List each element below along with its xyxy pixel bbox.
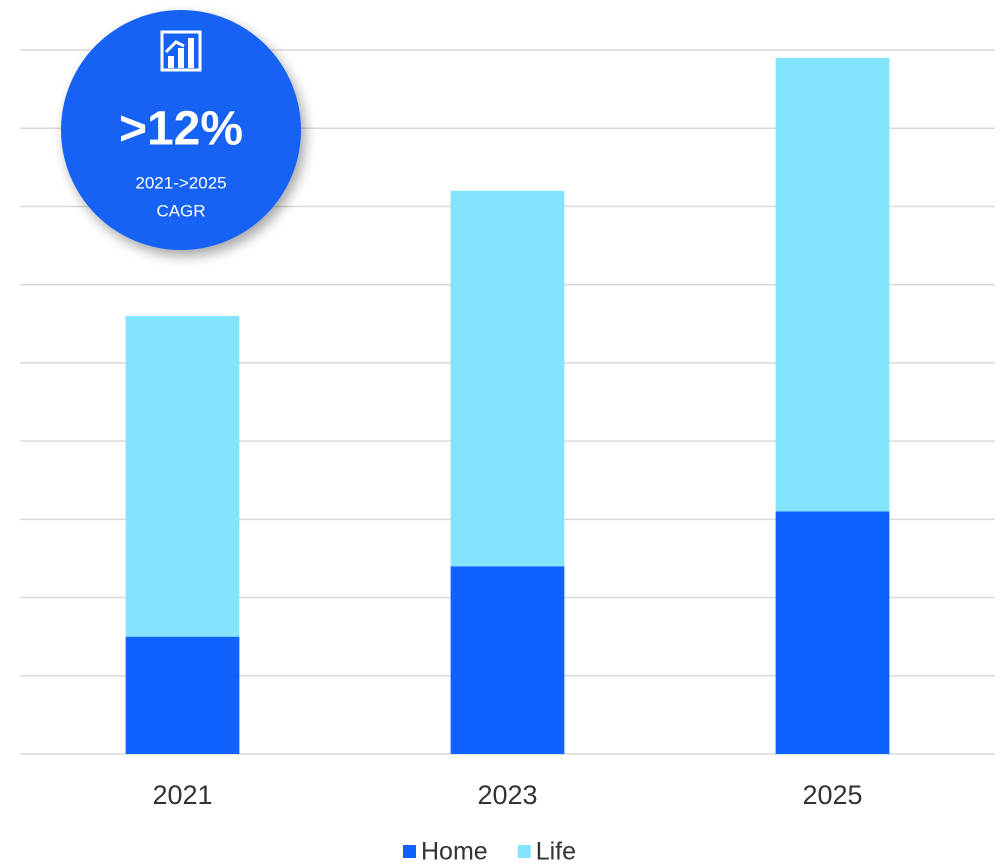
bar-segment [450, 566, 565, 754]
icon-trend [164, 40, 185, 54]
bar-segment [450, 190, 565, 567]
badge-headline: >12% [119, 103, 243, 156]
icon-bar [168, 56, 174, 68]
badge-period: 2021->2025 [135, 173, 226, 192]
legend-swatch [517, 845, 531, 858]
x-tick-label: 2025 [802, 780, 862, 810]
legend-label: Life [536, 838, 576, 866]
bar-segment [125, 315, 240, 637]
x-tick-label: 2021 [152, 780, 212, 810]
badge-metric: CAGR [156, 201, 205, 220]
legend-label: Home [421, 838, 488, 866]
bar-segment [775, 57, 890, 512]
icon-bar [178, 48, 184, 68]
x-tick-label: 2023 [477, 780, 537, 810]
cagr-badge: >12% 2021->2025 CAGR [61, 10, 301, 250]
badge-circle [61, 10, 301, 250]
icon-frame [160, 30, 202, 72]
icon-bar [188, 38, 194, 68]
bar-segment [125, 636, 240, 754]
chart-icon [160, 30, 202, 72]
legend: Home Life [403, 838, 576, 866]
bar-segment [775, 511, 890, 754]
legend-swatch [403, 845, 416, 858]
plot-area: 2021 2023 2025 [20, 49, 995, 810]
